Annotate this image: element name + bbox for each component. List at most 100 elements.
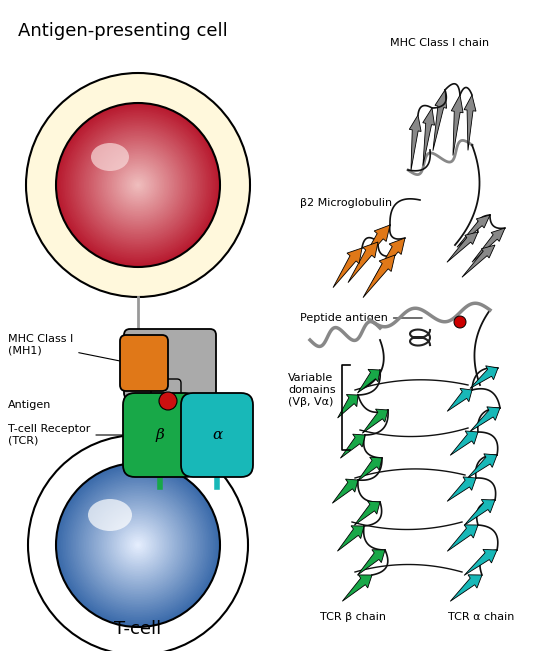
Circle shape (79, 486, 197, 604)
Circle shape (81, 128, 195, 242)
PathPatch shape (358, 457, 382, 481)
Text: T-cell: T-cell (114, 620, 162, 638)
PathPatch shape (338, 395, 358, 418)
PathPatch shape (337, 526, 364, 551)
Circle shape (110, 517, 166, 573)
Circle shape (107, 154, 169, 216)
PathPatch shape (467, 454, 497, 478)
Circle shape (89, 496, 187, 594)
Circle shape (69, 476, 207, 614)
Circle shape (103, 510, 173, 579)
Text: TCR α chain: TCR α chain (448, 612, 514, 622)
Circle shape (90, 137, 185, 232)
Circle shape (95, 503, 180, 588)
Circle shape (122, 529, 155, 561)
Circle shape (126, 174, 150, 197)
PathPatch shape (464, 499, 495, 525)
Circle shape (69, 116, 207, 254)
Circle shape (135, 542, 141, 548)
Circle shape (117, 163, 160, 206)
Circle shape (92, 139, 184, 231)
Text: MHC Class I chain: MHC Class I chain (390, 38, 489, 48)
Circle shape (120, 167, 156, 203)
Circle shape (98, 506, 177, 585)
Circle shape (85, 493, 190, 598)
Circle shape (59, 106, 217, 264)
Ellipse shape (91, 143, 129, 171)
Circle shape (131, 178, 145, 191)
Circle shape (63, 469, 213, 620)
Circle shape (133, 180, 143, 190)
PathPatch shape (358, 225, 390, 268)
Circle shape (126, 534, 150, 557)
Circle shape (66, 113, 210, 257)
Circle shape (136, 544, 140, 547)
Circle shape (94, 501, 182, 589)
Circle shape (76, 122, 200, 247)
Circle shape (105, 512, 171, 578)
Circle shape (110, 157, 166, 213)
PathPatch shape (452, 95, 463, 156)
Text: β2 Microglobulin: β2 Microglobulin (300, 198, 392, 208)
Circle shape (68, 115, 208, 256)
Circle shape (118, 165, 158, 204)
Circle shape (113, 160, 163, 210)
Circle shape (123, 171, 153, 200)
PathPatch shape (354, 501, 380, 525)
Circle shape (71, 118, 205, 252)
FancyBboxPatch shape (120, 335, 168, 391)
Circle shape (85, 133, 190, 238)
FancyBboxPatch shape (124, 329, 216, 399)
Circle shape (159, 392, 177, 410)
FancyBboxPatch shape (181, 393, 253, 477)
Circle shape (81, 488, 195, 602)
Circle shape (78, 124, 199, 245)
Circle shape (107, 514, 169, 576)
PathPatch shape (409, 115, 421, 171)
Circle shape (136, 184, 140, 187)
Circle shape (113, 520, 163, 570)
Circle shape (125, 532, 151, 558)
Circle shape (26, 73, 250, 297)
Circle shape (115, 522, 161, 568)
Circle shape (102, 509, 174, 581)
Circle shape (78, 484, 199, 605)
Circle shape (84, 131, 192, 239)
Circle shape (84, 491, 192, 599)
PathPatch shape (333, 248, 362, 288)
Circle shape (58, 465, 218, 626)
Circle shape (105, 152, 171, 218)
PathPatch shape (457, 215, 490, 247)
Text: β: β (156, 428, 164, 442)
Text: T-cell Receptor
(TCR): T-cell Receptor (TCR) (8, 424, 132, 446)
PathPatch shape (342, 575, 372, 602)
Circle shape (130, 537, 146, 553)
Circle shape (123, 531, 153, 560)
Circle shape (68, 475, 208, 615)
Circle shape (90, 497, 185, 592)
Circle shape (64, 111, 212, 259)
Circle shape (76, 482, 200, 607)
Circle shape (112, 519, 164, 571)
Text: Variable
domains
(Vβ, Vα): Variable domains (Vβ, Vα) (288, 372, 336, 408)
PathPatch shape (348, 242, 378, 283)
FancyBboxPatch shape (123, 393, 197, 477)
Circle shape (56, 463, 220, 627)
Circle shape (128, 175, 148, 195)
PathPatch shape (358, 549, 385, 575)
PathPatch shape (464, 95, 476, 150)
Text: Antigen: Antigen (8, 400, 51, 410)
PathPatch shape (433, 90, 447, 151)
Circle shape (97, 144, 179, 226)
Text: Antigen-presenting cell: Antigen-presenting cell (18, 22, 228, 40)
Text: α: α (212, 428, 222, 442)
Circle shape (103, 150, 173, 219)
Circle shape (58, 105, 218, 266)
Circle shape (73, 119, 204, 251)
Circle shape (115, 162, 161, 208)
Circle shape (135, 182, 141, 188)
PathPatch shape (447, 477, 476, 501)
Circle shape (61, 468, 215, 622)
Circle shape (28, 435, 248, 651)
Circle shape (59, 466, 217, 624)
